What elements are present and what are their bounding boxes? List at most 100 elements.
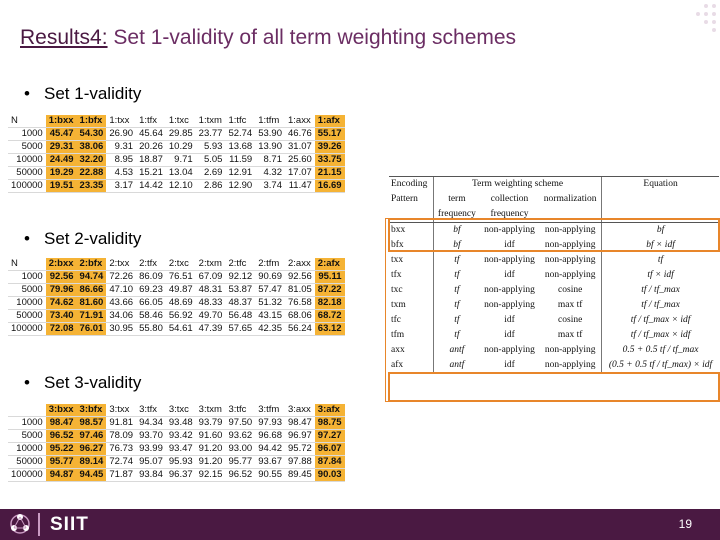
- column-header: 2:tfm: [255, 258, 285, 271]
- value-cell: 93.79: [195, 416, 226, 430]
- scheme-term-cell: tf: [433, 313, 480, 328]
- title-rest: Set 1-validity of all term weighting sch…: [107, 26, 517, 49]
- scheme-coll-cell: idf: [504, 330, 515, 340]
- table-row: 5000 29.31 38.06 9.31 20.26 10.29 5.93 13.68 13.…: [8, 140, 345, 154]
- value-cell: 94.45: [76, 468, 107, 482]
- scheme-row: axx antf non-applying non-applying 0.5 + 0.5…: [389, 343, 719, 358]
- scheme-code-cell: bfx: [391, 240, 404, 250]
- value-cell: 3.74: [255, 179, 285, 193]
- collection-freq-header: frequency: [479, 207, 540, 223]
- scheme-eq-cell: bf: [601, 222, 719, 238]
- value-cell: 17.07: [285, 166, 315, 180]
- row-n-cell: 50000: [8, 166, 46, 180]
- value-cell: 48.37: [225, 296, 256, 310]
- value-cell: 79.96: [45, 283, 77, 297]
- column-header: 3:bxx: [45, 404, 77, 417]
- value-cell: 21.15: [314, 166, 345, 180]
- value-cell: 47.39: [195, 322, 226, 336]
- column-header: 1:bfx: [76, 115, 107, 128]
- value-cell: 16.69: [314, 179, 345, 193]
- term-freq-header: frequency: [433, 207, 480, 223]
- value-cell: 98.57: [76, 416, 107, 430]
- bullet-set1: • Set 1-validity: [24, 84, 142, 103]
- value-cell: 30.95: [106, 322, 137, 336]
- bullet-set2: • Set 2-validity: [24, 229, 142, 248]
- value-cell: 52.74: [225, 127, 256, 141]
- value-cell: 47.10: [106, 283, 137, 297]
- value-cell: 56.24: [285, 322, 315, 336]
- table-row: 50000 73.40 71.91 34.06 58.46 56.92 49.70 56.48…: [8, 309, 345, 323]
- value-cell: 9.31: [106, 140, 137, 154]
- column-header: 3:afx: [314, 404, 345, 417]
- value-cell: 24.49: [45, 153, 77, 167]
- value-cell: 95.93: [165, 455, 196, 469]
- value-cell: 19.51: [45, 179, 77, 193]
- bullet-set1-label: Set 1-validity: [44, 84, 142, 103]
- value-cell: 93.70: [136, 429, 166, 443]
- value-cell: 89.14: [76, 455, 107, 469]
- value-cell: 91.20: [195, 442, 226, 456]
- scheme-eq-cell: tf / tf_max: [601, 298, 719, 313]
- value-cell: 54.30: [76, 127, 107, 141]
- value-cell: 13.04: [165, 166, 196, 180]
- scheme-code-cell: txc: [391, 285, 403, 295]
- table-row: 50000 95.77 89.14 72.74 95.07 95.93 91.20 95.77…: [8, 455, 345, 469]
- value-cell: 56.92: [165, 309, 196, 323]
- column-header: 3:tfc: [225, 404, 256, 417]
- scheme-norm-cell: cosine: [558, 285, 583, 295]
- slide-title: Results4: Set 1-validity of all term wei…: [20, 26, 516, 50]
- title-prefix: Results4:: [20, 26, 108, 49]
- value-cell: 93.48: [165, 416, 196, 430]
- column-header: 2:bxx: [45, 258, 77, 271]
- scheme-term-cell: tf: [433, 253, 480, 268]
- scheme-coll-cell: idf: [504, 240, 515, 250]
- value-cell: 13.68: [225, 140, 256, 154]
- column-header: 2:tfx: [136, 258, 166, 271]
- value-cell: 19.29: [45, 166, 77, 180]
- column-header: 3:tfx: [136, 404, 166, 417]
- value-cell: 66.05: [136, 296, 166, 310]
- value-cell: 95.72: [285, 442, 315, 456]
- value-cell: 69.23: [136, 283, 166, 297]
- scheme-eq-cell: (0.5 + 0.5 tf / tf_max) × idf: [601, 358, 719, 373]
- table-row: 100000 94.87 94.45 71.87 93.84 96.37 92.15 96.5…: [8, 468, 345, 482]
- corner-decoration: [696, 4, 716, 32]
- footer-brand: SIIT: [50, 514, 89, 535]
- scheme-header: Term weighting scheme: [433, 176, 602, 192]
- scheme-norm-cell: max tf: [557, 330, 583, 340]
- column-header: 3:tfm: [255, 404, 285, 417]
- value-cell: 10.29: [165, 140, 196, 154]
- value-cell: 5.93: [195, 140, 226, 154]
- scheme-eq-cell: tf × idf: [601, 268, 719, 283]
- scheme-term-cell: bf: [433, 238, 480, 253]
- value-cell: 96.07: [314, 442, 345, 456]
- value-cell: 49.70: [195, 309, 226, 323]
- column-header: 1:tfx: [136, 115, 166, 128]
- row-n-cell: 50000: [8, 309, 46, 323]
- value-cell: 87.84: [314, 455, 345, 469]
- scheme-row: bxx bf non-applying non-applying bf: [389, 222, 719, 238]
- value-cell: 53.90: [255, 127, 285, 141]
- value-cell: 87.22: [314, 283, 345, 297]
- scheme-coll-cell: non-applying: [484, 345, 535, 355]
- scheme-eq-cell: tf / tf_max × idf: [601, 328, 719, 343]
- value-cell: 18.87: [136, 153, 166, 167]
- value-cell: 8.71: [255, 153, 285, 167]
- term-weighting-scheme-panel: Encoding Term weighting scheme Equation …: [389, 176, 719, 398]
- row-n-cell: 5000: [8, 283, 46, 297]
- scheme-term-cell: bf: [433, 222, 480, 238]
- value-cell: 39.26: [314, 140, 345, 154]
- value-cell: 23.35: [76, 179, 107, 193]
- footer-divider: [38, 513, 40, 536]
- value-cell: 94.87: [45, 468, 77, 482]
- value-cell: 25.60: [285, 153, 315, 167]
- scheme-row: txc tf non-applying cosine tf / tf_max: [389, 283, 719, 298]
- row-n-cell: 1000: [8, 270, 46, 284]
- value-cell: 97.88: [285, 455, 315, 469]
- value-cell: 38.06: [76, 140, 107, 154]
- scheme-coll-cell: non-applying: [484, 300, 535, 310]
- page-number: 19: [678, 517, 692, 531]
- value-cell: 46.76: [285, 127, 315, 141]
- value-cell: 96.97: [285, 429, 315, 443]
- value-cell: 76.73: [106, 442, 137, 456]
